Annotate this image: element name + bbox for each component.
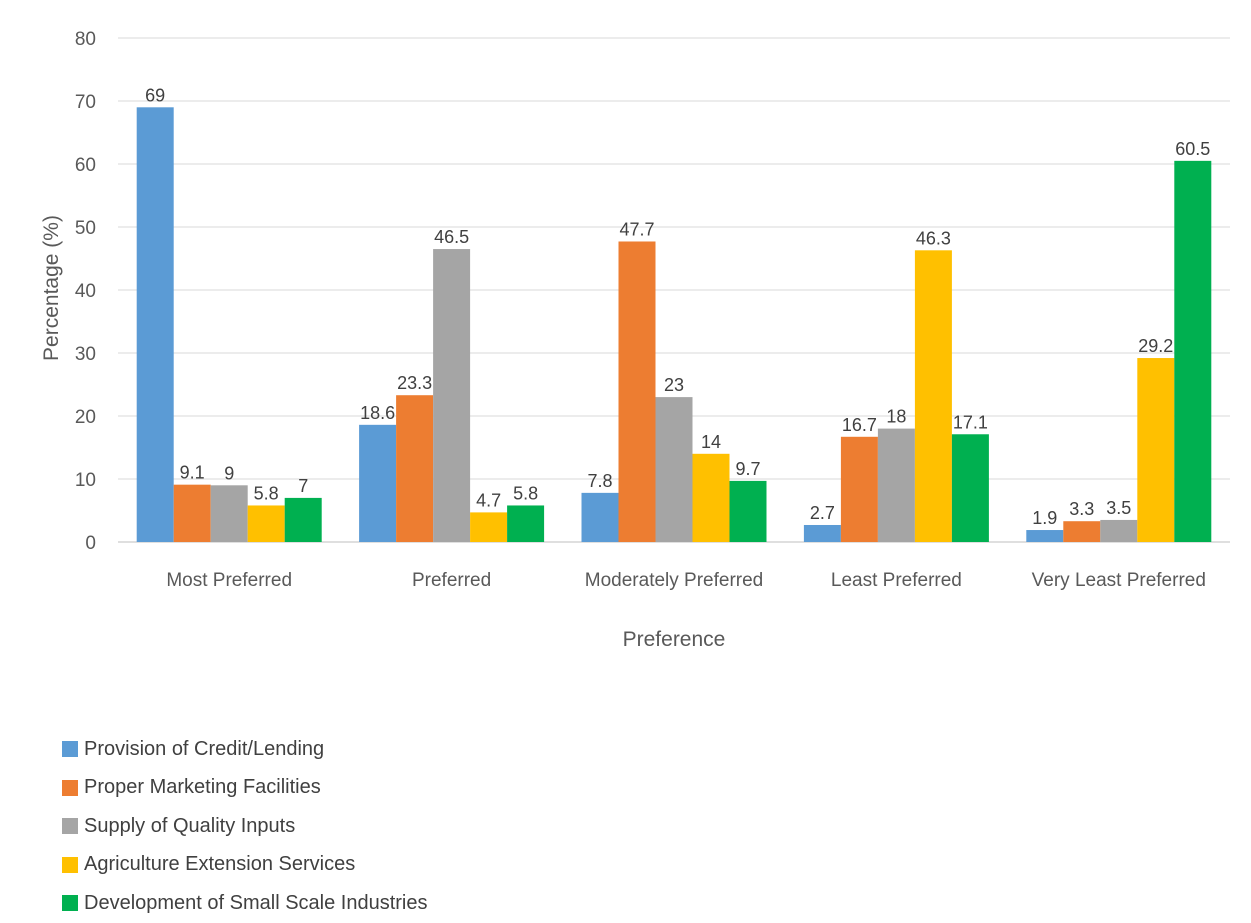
- legend-label: Provision of Credit/Lending: [84, 737, 325, 760]
- data-label: 29.2: [1138, 336, 1173, 356]
- bar: [655, 397, 693, 542]
- data-label: 46.5: [434, 227, 469, 247]
- data-label: 9.1: [180, 463, 205, 483]
- data-labels: 69 9.1 9 5.8 7 18.623.3 46.5 4.7 5.8 7.8 47.7 23 14 9…: [145, 85, 1210, 528]
- bar-chart: 0 10 20 30 40 50 60 70 80 69 9.1 9 5.8 7 18.623.3 46.5…: [40, 29, 1230, 651]
- bar: [803, 524, 841, 542]
- data-label: 47.7: [619, 219, 654, 239]
- legend-swatch: [62, 856, 78, 873]
- data-label: 14: [701, 432, 721, 452]
- data-label: 69: [145, 85, 165, 105]
- bar: [581, 492, 619, 542]
- data-label: 9.7: [735, 459, 760, 479]
- y-axis-ticks: 0 10 20 30 40 50 60 70 80: [75, 29, 96, 554]
- legend-swatch: [62, 779, 78, 796]
- data-label: 7.8: [587, 471, 612, 491]
- data-label: 46.3: [916, 228, 951, 248]
- bar: [396, 395, 434, 542]
- legend-label: Supply of Quality Inputs: [84, 814, 296, 837]
- legend: Provision of Credit/Lending Proper Market…: [62, 730, 428, 923]
- bar: [359, 424, 397, 542]
- data-label: 23: [664, 375, 684, 395]
- y-tick-label: 80: [75, 29, 96, 50]
- y-tick-label: 40: [75, 281, 96, 302]
- bar: [470, 512, 508, 542]
- data-label: 16.7: [842, 415, 877, 435]
- y-axis-label: Percentage (%): [40, 215, 63, 361]
- data-label: 60.5: [1175, 139, 1210, 159]
- bar: [951, 434, 989, 542]
- data-label: 3.5: [1106, 498, 1131, 518]
- x-category-label: Moderately Preferred: [585, 570, 763, 591]
- data-label: 18.6: [360, 403, 395, 423]
- y-tick-label: 70: [75, 92, 96, 113]
- bar: [210, 485, 248, 542]
- bar: [914, 250, 952, 542]
- data-label: 5.8: [254, 483, 279, 503]
- bar: [1137, 358, 1175, 542]
- bar: [247, 505, 285, 542]
- legend-label: Proper Marketing Facilities: [84, 776, 321, 799]
- bar: [1026, 530, 1064, 542]
- data-label: 17.1: [953, 412, 988, 432]
- bar: [618, 241, 656, 543]
- legend-item: Agriculture Extension Services: [62, 846, 428, 885]
- y-tick-label: 0: [85, 533, 96, 554]
- data-label: 3.3: [1069, 499, 1094, 519]
- data-label: 2.7: [810, 503, 835, 523]
- legend-label: Development of Small Scale Industries: [84, 891, 428, 914]
- data-label: 1.9: [1032, 508, 1057, 528]
- bar: [1100, 519, 1138, 542]
- bar: [877, 428, 915, 542]
- bar: [1063, 521, 1101, 542]
- x-category-label: Very Least Preferred: [1032, 570, 1206, 591]
- x-axis-categories: Most Preferred Preferred Moderately Prefer…: [166, 570, 1206, 591]
- x-category-label: Most Preferred: [166, 570, 292, 591]
- bar: [136, 107, 174, 543]
- legend-item: Development of Small Scale Industries: [62, 884, 428, 923]
- data-label: 5.8: [513, 483, 538, 503]
- bar: [729, 480, 767, 542]
- x-category-label: Preferred: [412, 570, 491, 591]
- legend-item: Supply of Quality Inputs: [62, 807, 428, 846]
- data-label: 9: [224, 463, 234, 483]
- y-tick-label: 10: [75, 470, 96, 491]
- y-tick-label: 20: [75, 407, 96, 428]
- legend-item: Provision of Credit/Lending: [62, 730, 428, 769]
- data-label: 23.3: [397, 373, 432, 393]
- x-category-label: Least Preferred: [831, 570, 962, 591]
- y-tick-label: 60: [75, 155, 96, 176]
- legend-swatch: [62, 741, 78, 758]
- bar: [284, 497, 322, 542]
- y-tick-label: 50: [75, 218, 96, 239]
- bar: [433, 249, 471, 543]
- bar: [173, 484, 211, 542]
- bar: [1174, 160, 1212, 542]
- legend-swatch: [62, 818, 78, 835]
- bar: [692, 453, 730, 542]
- legend-label: Agriculture Extension Services: [84, 853, 356, 876]
- y-tick-label: 30: [75, 344, 96, 365]
- legend-swatch: [62, 895, 78, 912]
- bars: [136, 107, 1212, 543]
- x-axis-label: Preference: [623, 628, 726, 651]
- bar: [840, 436, 878, 542]
- bar: [507, 505, 545, 542]
- data-label: 7: [298, 476, 308, 496]
- data-label: 4.7: [476, 490, 501, 510]
- data-label: 18: [886, 407, 906, 427]
- legend-item: Proper Marketing Facilities: [62, 769, 428, 808]
